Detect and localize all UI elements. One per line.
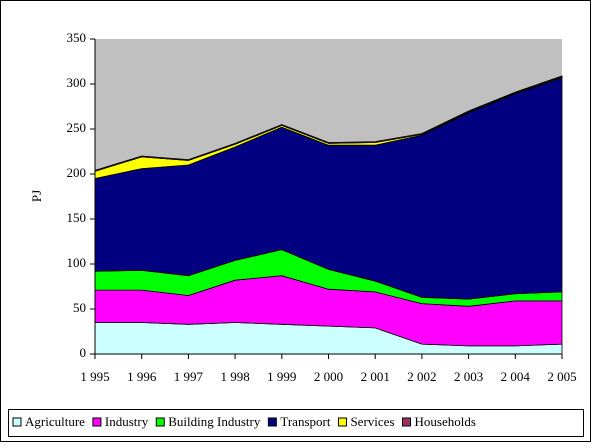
x-tick-label: 1 998 bbox=[220, 369, 249, 384]
legend-label: Households bbox=[415, 414, 476, 429]
x-tick-label: 2 002 bbox=[407, 369, 436, 384]
x-tick-label: 2 004 bbox=[501, 369, 531, 384]
legend-label: Industry bbox=[105, 414, 149, 429]
legend-swatch bbox=[12, 417, 22, 427]
legend-swatch bbox=[267, 417, 277, 427]
x-tick-label: 1 997 bbox=[174, 369, 204, 384]
area bbox=[94, 75, 563, 172]
y-tick-label: 350 bbox=[67, 30, 87, 45]
y-tick-label: 0 bbox=[80, 345, 87, 360]
legend-label: Services bbox=[350, 414, 394, 429]
legend-swatch bbox=[337, 417, 347, 427]
y-tick-label: 50 bbox=[73, 300, 86, 315]
y-tick-label: 300 bbox=[67, 75, 87, 90]
x-tick-label: 1 999 bbox=[267, 369, 296, 384]
legend-label: Transport bbox=[280, 414, 330, 429]
y-axis-label: PJ bbox=[29, 190, 44, 202]
y-tick-label: 200 bbox=[67, 165, 87, 180]
legend-label: Building Industry bbox=[168, 414, 261, 429]
legend-swatch bbox=[92, 417, 102, 427]
x-tick-label: 2 003 bbox=[454, 369, 483, 384]
legend-swatch bbox=[155, 417, 165, 427]
y-tick-label: 250 bbox=[67, 120, 87, 135]
legend-frame bbox=[8, 409, 584, 437]
x-tick-label: 1 996 bbox=[127, 369, 157, 384]
legend-swatch bbox=[402, 417, 411, 427]
legend-label: Agriculture bbox=[25, 414, 85, 429]
x-tick-label: 1 995 bbox=[80, 369, 109, 384]
x-tick-label: 2 005 bbox=[547, 369, 576, 384]
y-tick-label: 150 bbox=[67, 210, 87, 225]
x-tick-label: 2 001 bbox=[361, 369, 390, 384]
x-tick-label: 2 000 bbox=[314, 369, 343, 384]
y-tick-label: 100 bbox=[67, 255, 87, 270]
